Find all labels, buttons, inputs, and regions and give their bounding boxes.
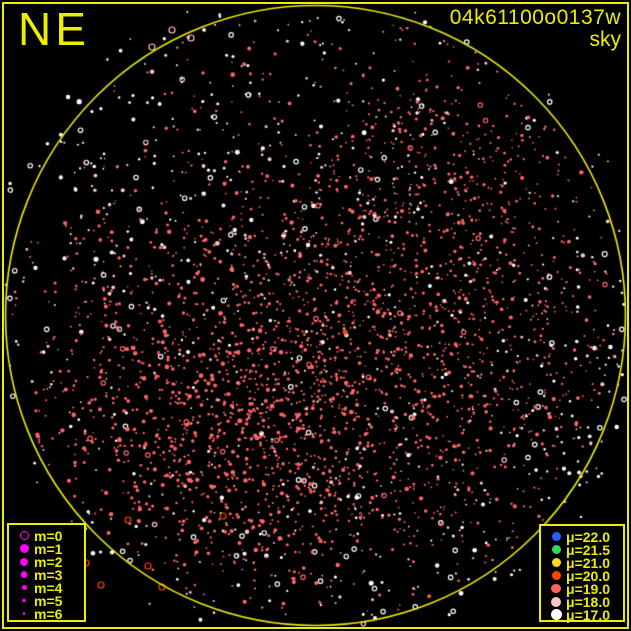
color-swatch <box>546 545 566 554</box>
legend-label: m=5 <box>34 592 63 609</box>
legend-label: m=0 <box>34 527 63 544</box>
legend-row: μ=20.0 <box>546 567 618 584</box>
magnitude-marker-swatch <box>14 598 34 603</box>
plot-title: 04k61100o0137w <box>449 6 621 29</box>
legend-label: m=2 <box>34 553 63 570</box>
title-block: 04k61100o0137w sky <box>449 6 622 52</box>
color-swatch <box>546 532 566 541</box>
legend-row: μ=17.0 <box>546 606 618 623</box>
legend-row: m=1 <box>14 540 79 557</box>
legend-row: m=2 <box>14 553 79 570</box>
legend-row: m=3 <box>14 566 79 583</box>
legend-label: μ=21.5 <box>566 541 610 558</box>
surface-brightness-color-legend: μ=22.0 μ=21.5 μ=21.0 μ=20.0 μ=19.0 μ=18.0 μ=17… <box>539 524 625 623</box>
legend-label: m=6 <box>34 605 63 622</box>
magnitude-marker-swatch <box>14 585 34 590</box>
color-swatch <box>546 596 566 607</box>
plot-subtitle: sky <box>589 28 622 52</box>
legend-label: μ=17.0 <box>566 606 610 623</box>
color-swatch <box>546 571 566 580</box>
legend-row: μ=21.0 <box>546 554 618 571</box>
magnitude-size-legend: m=0 m=1 m=2 m=3 m=4 m=5 m=6 <box>7 523 86 622</box>
orientation-label: NE <box>18 3 90 55</box>
legend-row: μ=18.0 <box>546 593 618 610</box>
legend-label: μ=21.0 <box>566 554 610 571</box>
legend-row: m=0 <box>14 527 79 544</box>
legend-label: m=3 <box>34 566 63 583</box>
legend-label: μ=20.0 <box>566 567 610 584</box>
legend-row: m=6 <box>14 605 79 622</box>
color-swatch <box>546 609 566 620</box>
legend-label: μ=19.0 <box>566 580 610 597</box>
legend-row: μ=19.0 <box>546 580 618 597</box>
legend-label: m=1 <box>34 540 63 557</box>
legend-row: μ=22.0 <box>546 528 618 545</box>
magnitude-marker-swatch <box>14 531 34 540</box>
magnitude-marker-swatch <box>14 612 34 615</box>
magnitude-marker-swatch <box>14 557 34 566</box>
legend-label: μ=22.0 <box>566 528 610 545</box>
color-swatch <box>546 558 566 567</box>
legend-label: μ=18.0 <box>566 593 610 610</box>
magnitude-marker-swatch <box>14 571 34 578</box>
legend-row: m=5 <box>14 592 79 609</box>
legend-row: μ=21.5 <box>546 541 618 558</box>
magnitude-marker-swatch <box>14 544 34 553</box>
legend-label: m=4 <box>34 579 63 596</box>
color-swatch <box>546 583 566 594</box>
legend-row: m=4 <box>14 579 79 596</box>
